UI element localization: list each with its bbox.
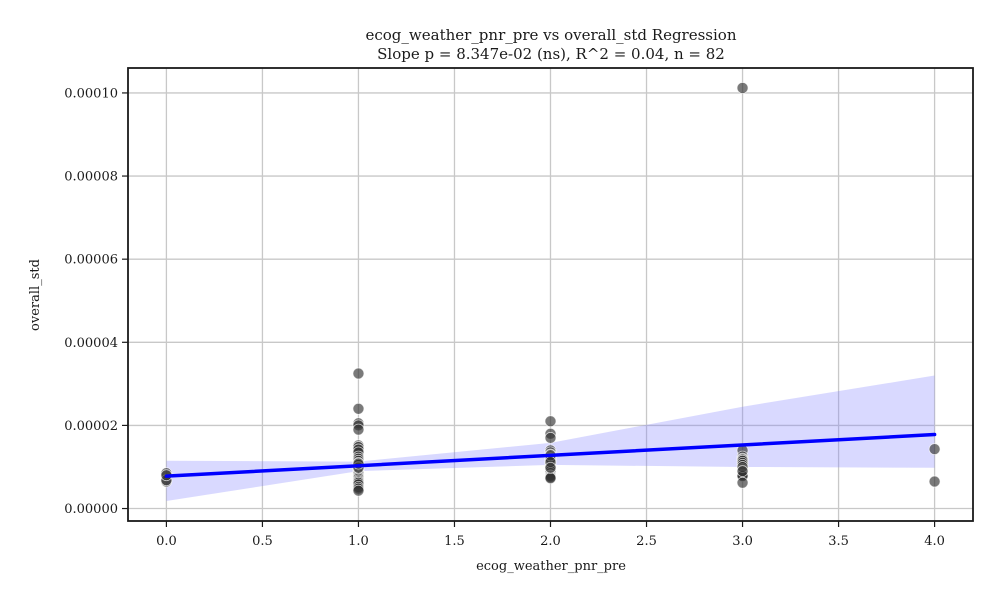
regression-line xyxy=(164,432,937,478)
y-tick-label: 0.00010 xyxy=(64,86,118,101)
scatter-point xyxy=(544,432,557,444)
scatter-point xyxy=(736,82,749,94)
scatter-point xyxy=(544,472,557,485)
scatter-point xyxy=(928,443,941,455)
x-tick-label: 3.5 xyxy=(828,534,849,549)
x-tick-label: 3.0 xyxy=(732,534,753,549)
y-tick-label: 0.00000 xyxy=(64,502,118,517)
x-tick-label: 2.5 xyxy=(636,534,657,549)
y-tick-label: 0.00008 xyxy=(64,170,118,185)
scatter-point xyxy=(544,461,557,474)
x-tick-label: 4.0 xyxy=(924,534,945,549)
y-tick-label: 0.00002 xyxy=(64,419,118,434)
scatter-point xyxy=(352,423,365,436)
x-tick-label: 0.5 xyxy=(252,534,273,549)
chart-subtitle: Slope p = 8.347e-02 (ns), R^2 = 0.04, n … xyxy=(377,45,725,63)
grid xyxy=(128,68,973,521)
scatter-point xyxy=(928,475,941,488)
regression-line-layer xyxy=(164,432,937,478)
x-tick-label: 1.0 xyxy=(348,534,369,549)
chart-title: ecog_weather_pnr_pre vs overall_std Regr… xyxy=(366,26,737,44)
x-tick-label: 1.5 xyxy=(444,534,465,549)
y-tick-label: 0.00006 xyxy=(64,253,118,268)
x-axis-label: ecog_weather_pnr_pre xyxy=(476,559,626,574)
scatter-point xyxy=(544,415,557,428)
scatter-point xyxy=(736,465,749,477)
x-axis-ticks: 0.0 0.5 1.0 1.5 2.0 2.5 3.0 3.5 4.0 xyxy=(156,521,945,549)
y-axis-ticks: 0.00000 0.00002 0.00004 0.00006 0.00008 0.000… xyxy=(64,86,128,517)
y-tick-label: 0.00004 xyxy=(64,336,118,351)
scatter-point xyxy=(352,484,365,497)
scatter-point xyxy=(736,476,749,489)
x-tick-label: 2.0 xyxy=(540,534,561,549)
x-tick-label: 0.0 xyxy=(156,534,177,549)
y-axis-label: overall_std xyxy=(28,259,43,331)
scatter-point xyxy=(352,367,365,380)
scatter-point xyxy=(352,402,365,415)
